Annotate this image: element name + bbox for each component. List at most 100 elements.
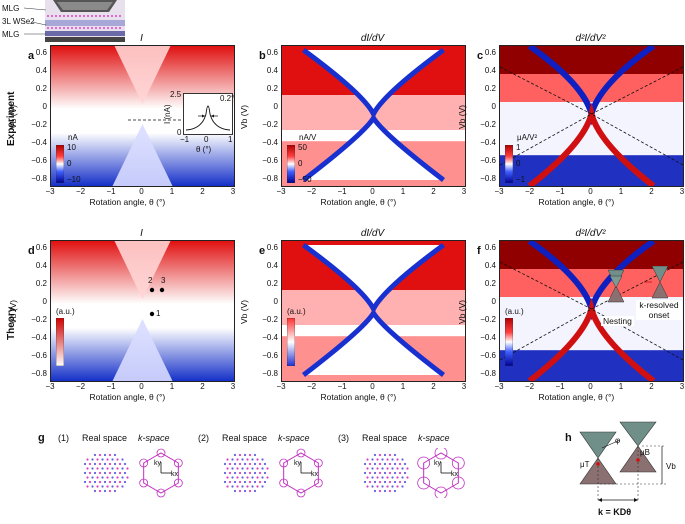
- x-tick-label: −1: [337, 187, 347, 196]
- y-tick-label: 0: [273, 297, 278, 306]
- y-tick-label: 0.6: [266, 243, 278, 252]
- colorbar: [287, 318, 295, 366]
- kx-label: kx: [171, 471, 178, 478]
- colorbar-mid: 0: [516, 159, 521, 168]
- x-tick-label: 0: [588, 382, 593, 391]
- panel-a-inset: [183, 93, 233, 135]
- panel-g-k-label: k-space: [138, 433, 170, 443]
- schematic-leader-lines: [24, 7, 47, 35]
- kx-label: kx: [451, 471, 458, 478]
- colorbar-unit: μA/V²: [517, 133, 538, 142]
- y-tick-label: −0.8: [31, 369, 47, 378]
- panel-letter: a: [28, 50, 35, 62]
- y-tick-label: 0.4: [266, 66, 278, 75]
- x-tick-label: 1: [400, 187, 406, 196]
- y-tick-label: −0.2: [480, 120, 496, 129]
- x-tick-label: −3: [494, 382, 504, 391]
- panel-title: I: [140, 33, 143, 44]
- device-schematic: [45, 0, 125, 42]
- y-tick-label: −0.6: [480, 351, 496, 360]
- panel-g-real-label: Real space: [82, 433, 128, 443]
- y-tick-label: −0.8: [480, 174, 496, 183]
- x-tick-label: 0: [370, 187, 375, 196]
- y-tick-label: 0.4: [266, 261, 278, 270]
- colorbar-unit: (a.u.): [56, 307, 75, 316]
- y-tick-label: −0.8: [31, 174, 47, 183]
- nesting-label: Nesting: [601, 316, 634, 326]
- point-1: [149, 311, 155, 317]
- panel-title: d²I/dV²: [575, 33, 606, 44]
- colorbar-unit: nA/V: [299, 133, 317, 142]
- y-tick-label: 0: [273, 102, 278, 111]
- h-label-muT: μT: [580, 460, 590, 469]
- x-tick-label: −1: [106, 382, 116, 391]
- y-tick-label: 0.2: [266, 84, 278, 93]
- y-tick-label: −0.2: [480, 315, 496, 324]
- y-tick-label: −0.4: [262, 333, 278, 342]
- inset-peak-curve: [185, 105, 231, 131]
- y-tick-label: 0: [42, 297, 47, 306]
- x-tick-label: −1: [555, 187, 565, 196]
- colorbar-top: 50: [298, 143, 307, 152]
- y-tick-label: −0.6: [262, 351, 278, 360]
- x-tick-label: −2: [75, 187, 86, 196]
- x-tick-label: −2: [524, 187, 535, 196]
- panel-letter: f: [477, 245, 481, 257]
- x-axis-label: Rotation angle, θ (°): [89, 392, 166, 402]
- point-label-2: 2: [148, 276, 153, 285]
- y-tick-label: −0.4: [31, 333, 47, 342]
- onset-cone-icon: [644, 266, 669, 299]
- panel-g-letter: g: [38, 432, 45, 444]
- x-tick-label: 3: [679, 187, 685, 196]
- x-tick-label: 3: [679, 382, 685, 391]
- inset-xtick-zero: 0: [204, 135, 209, 144]
- h-label-Vb: Vb: [666, 462, 676, 471]
- x-tick-label: −3: [276, 382, 286, 391]
- x-tick-label: 2: [649, 187, 654, 196]
- ky-label: ky: [154, 460, 161, 467]
- y-axis-label: Vb (V): [8, 299, 18, 324]
- panel-letter: e: [259, 245, 266, 257]
- inset-xlabel: θ (°): [196, 145, 212, 154]
- colorbar-bottom: −50: [298, 175, 312, 184]
- colorbar: [505, 318, 513, 366]
- x-axis-label: Rotation angle, θ (°): [538, 197, 615, 207]
- y-tick-label: −0.8: [262, 174, 278, 183]
- panel-letter: b: [259, 50, 266, 62]
- y-axis-label: Vb (V): [8, 104, 18, 129]
- inset-pointer-line: [128, 119, 183, 121]
- y-tick-label: 0.2: [35, 279, 47, 288]
- x-tick-label: −2: [306, 187, 317, 196]
- ky-label: ky: [434, 460, 441, 467]
- y-tick-label: 0.6: [484, 243, 496, 252]
- point-2: [149, 287, 155, 293]
- point-label-1: 1: [156, 309, 161, 318]
- x-tick-label: 3: [230, 382, 236, 391]
- onset-label: k-resolved onset: [636, 300, 682, 320]
- y-tick-label: 0.6: [35, 243, 47, 252]
- x-tick-label: 2: [431, 187, 436, 196]
- real-space-lattice: [223, 453, 269, 493]
- y-tick-label: −0.4: [262, 138, 278, 147]
- y-tick-label: −0.6: [262, 156, 278, 165]
- y-tick-label: −0.2: [262, 315, 278, 324]
- x-tick-label: −3: [45, 382, 55, 391]
- panel-letter: d: [28, 245, 35, 257]
- x-axis-label: Rotation angle, θ (°): [320, 197, 397, 207]
- y-tick-label: −0.4: [480, 333, 496, 342]
- y-axis-label: Vb (V): [457, 104, 467, 129]
- y-tick-label: 0: [42, 102, 47, 111]
- k-space-hexagon: [279, 448, 323, 498]
- y-axis-label: Vb (V): [239, 104, 249, 129]
- x-tick-label: 1: [618, 382, 624, 391]
- y-tick-label: 0.4: [35, 66, 47, 75]
- panel-title: dI/dV: [360, 33, 385, 44]
- y-tick-label: 0.4: [484, 66, 496, 75]
- y-tick-label: 0.2: [35, 84, 47, 93]
- y-tick-label: −0.6: [31, 156, 47, 165]
- x-tick-label: −1: [106, 187, 116, 196]
- inset-xtick-neg: −1: [180, 135, 190, 144]
- panel-g-real-label: Real space: [362, 433, 408, 443]
- colorbar: [56, 318, 64, 366]
- panel-g-num: (2): [198, 433, 209, 443]
